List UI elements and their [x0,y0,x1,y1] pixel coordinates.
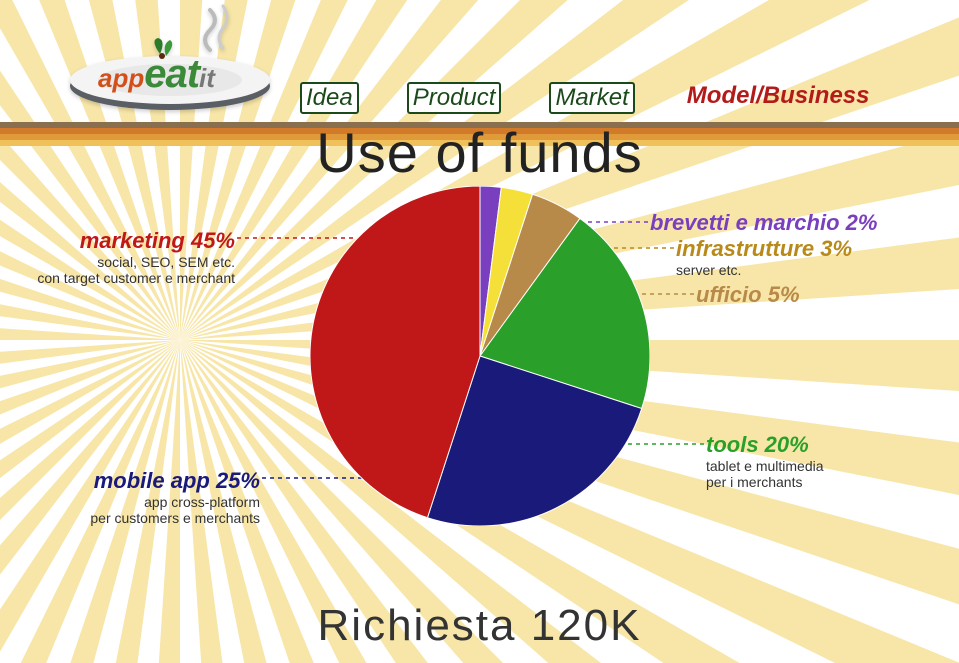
callout-tools: tools 20%tablet e multimediaper i mercha… [706,432,824,490]
callout-infrastrutture: infrastrutture 3%server etc. [676,236,852,278]
page-title: Use of funds [0,120,959,185]
callout-mobile-line-0: app cross-platform [90,494,260,510]
callout-infrastrutture-line-0: server etc. [676,262,852,278]
tab-product[interactable]: Product [407,82,502,114]
callout-mobile-line-1: per customers e merchants [90,510,260,526]
callout-marketing-line-0: social, SEO, SEM etc. [37,254,235,270]
callout-mobile-head: mobile app 25% [90,468,260,494]
callout-ufficio: ufficio 5% [696,282,800,308]
callout-tools-line-0: tablet e multimedia [706,458,824,474]
callout-marketing-head: marketing 45% [37,228,235,254]
tab-model-business[interactable]: Model/Business [683,82,874,114]
callout-marketing-line-1: con target customer e merchant [37,270,235,286]
callout-mobile: mobile app 25%app cross-platformper cust… [90,468,260,526]
tab-market[interactable]: Market [549,82,634,114]
stage: appeatit Idea Product Market Model/Busin… [0,0,959,663]
callout-tools-line-1: per i merchants [706,474,824,490]
callout-ufficio-head: ufficio 5% [696,282,800,308]
callout-infrastrutture-head: infrastrutture 3% [676,236,852,262]
richiesta-line: Richiesta 120K [0,601,959,651]
pie-chart [310,186,650,526]
callout-brevetti-head: brevetti e marchio 2% [650,210,877,236]
tab-idea[interactable]: Idea [300,82,359,114]
callout-tools-head: tools 20% [706,432,824,458]
callout-brevetti: brevetti e marchio 2% [650,210,877,236]
callout-marketing: marketing 45%social, SEO, SEM etc.con ta… [37,228,235,286]
nav-tabs: Idea Product Market Model/Business [300,82,874,114]
